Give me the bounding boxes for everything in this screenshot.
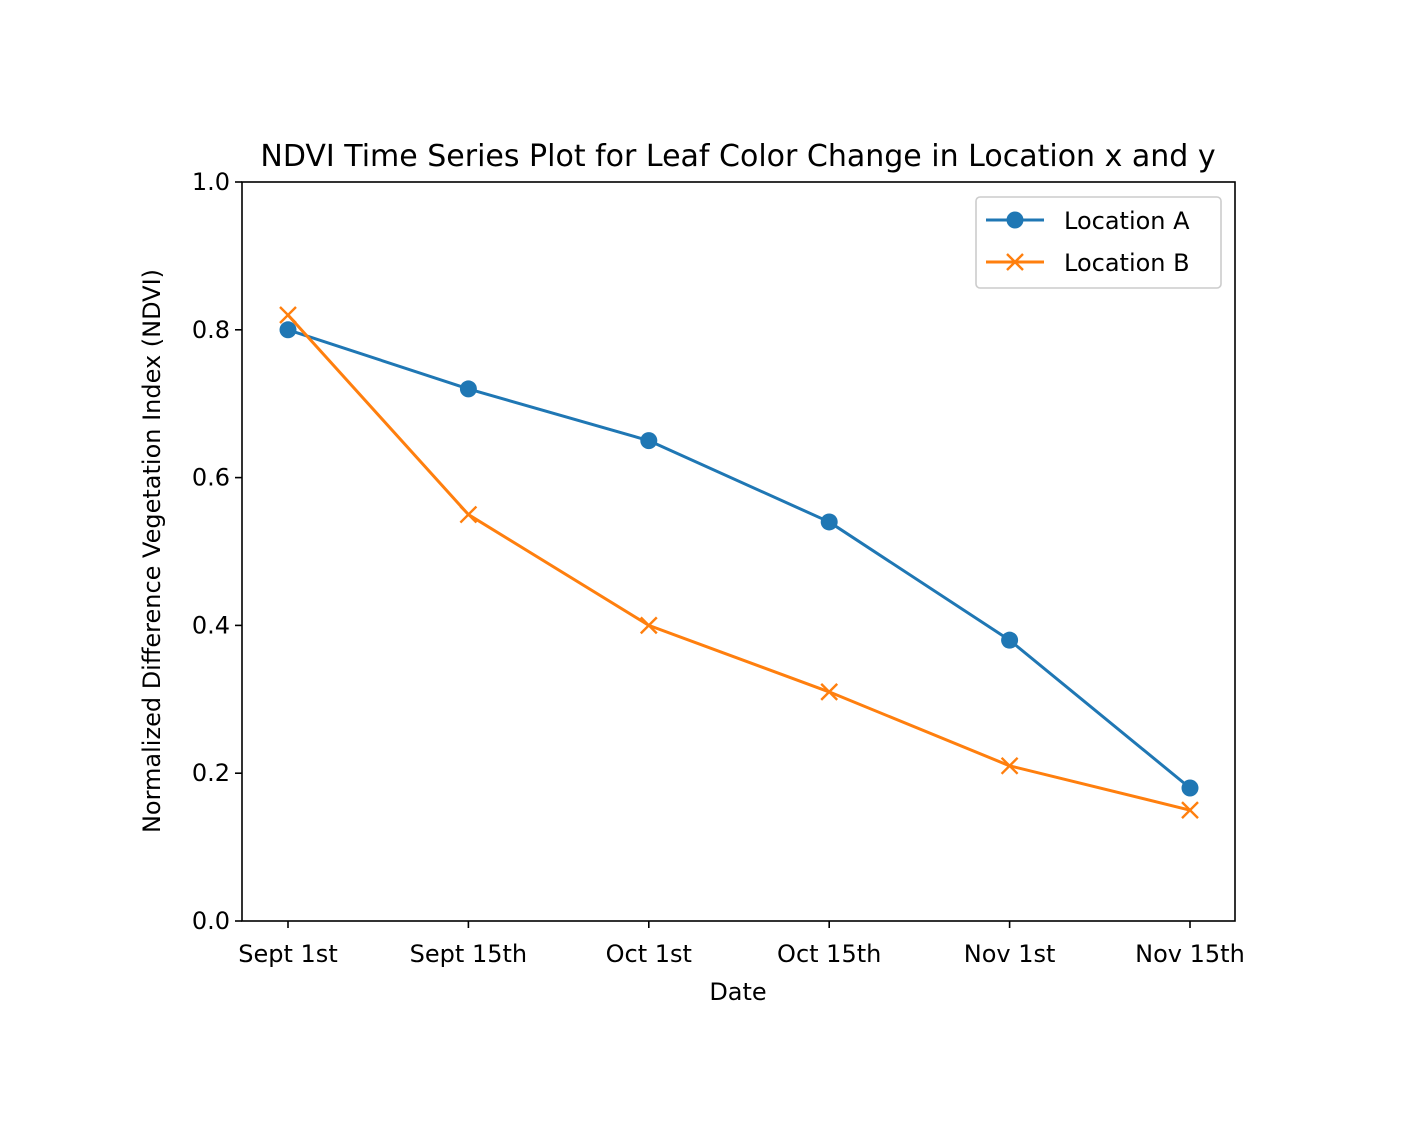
y-tick-label: 0.8 <box>192 316 230 344</box>
data-point-location-b <box>1181 801 1199 819</box>
data-point-location-b <box>279 306 297 324</box>
data-point-location-b <box>1000 756 1019 775</box>
data-point-location-a <box>1001 631 1019 649</box>
y-tick-label: 1.0 <box>192 168 230 196</box>
data-point-location-b-stroke <box>1181 801 1199 819</box>
legend-label-location-a: Location A <box>1064 207 1190 235</box>
x-tick-label: Nov 1st <box>964 940 1056 968</box>
x-tick-label: Oct 15th <box>777 940 881 968</box>
x-tick-label: Sept 15th <box>410 940 527 968</box>
x-tick-label: Nov 15th <box>1135 940 1245 968</box>
data-point-location-b-stroke <box>279 306 297 324</box>
y-tick-label: 0.4 <box>192 611 230 639</box>
series-location-a <box>279 321 1199 797</box>
legend-item-location-b: Location B <box>986 249 1190 277</box>
data-point-location-a <box>820 513 838 531</box>
y-axis-label: Normalized Difference Vegetation Index (… <box>138 269 166 833</box>
x-tick-label: Oct 1st <box>606 940 692 968</box>
y-tick-label: 0.0 <box>192 907 230 935</box>
x-axis-ticks: Sept 1st Sept 15th Oct 1st Oct 15th Nov 1st N… <box>238 921 1245 968</box>
legend: Location A Location B <box>975 196 1222 289</box>
series-line-location-a <box>287 328 1191 790</box>
y-axis-ticks: 0.0 0.2 0.4 0.6 0.8 1.0 <box>192 168 242 935</box>
legend-item-location-a: Location A <box>986 207 1190 235</box>
legend-marker-location-b <box>1006 253 1024 271</box>
data-point-location-b-stroke <box>820 683 839 701</box>
legend-label-location-b: Location B <box>1064 249 1190 277</box>
x-axis-label: Date <box>709 978 766 1006</box>
series-location-b <box>279 306 1199 819</box>
chart-title: NDVI Time Series Plot for Leaf Color Cha… <box>260 139 1215 174</box>
data-point-location-b-stroke <box>639 616 658 635</box>
legend-marker-location-b-stroke <box>1006 253 1024 271</box>
data-point-location-a <box>1181 779 1199 797</box>
plot-area <box>279 306 1199 819</box>
data-point-location-a <box>459 380 477 398</box>
y-tick-label: 0.6 <box>192 464 230 492</box>
y-tick-label: 0.2 <box>192 759 230 787</box>
data-point-location-a <box>640 432 658 450</box>
axes-frame <box>241 181 1236 922</box>
data-point-location-b <box>459 505 478 524</box>
data-point-location-b-stroke <box>1000 756 1019 775</box>
x-tick-label: Sept 1st <box>238 940 337 968</box>
data-point-location-b <box>820 683 839 701</box>
data-point-location-a <box>279 321 297 339</box>
data-point-location-b <box>639 616 658 635</box>
series-line-location-b <box>286 314 1191 812</box>
legend-marker-location-a <box>1006 211 1024 229</box>
data-point-location-b-stroke <box>459 505 478 524</box>
